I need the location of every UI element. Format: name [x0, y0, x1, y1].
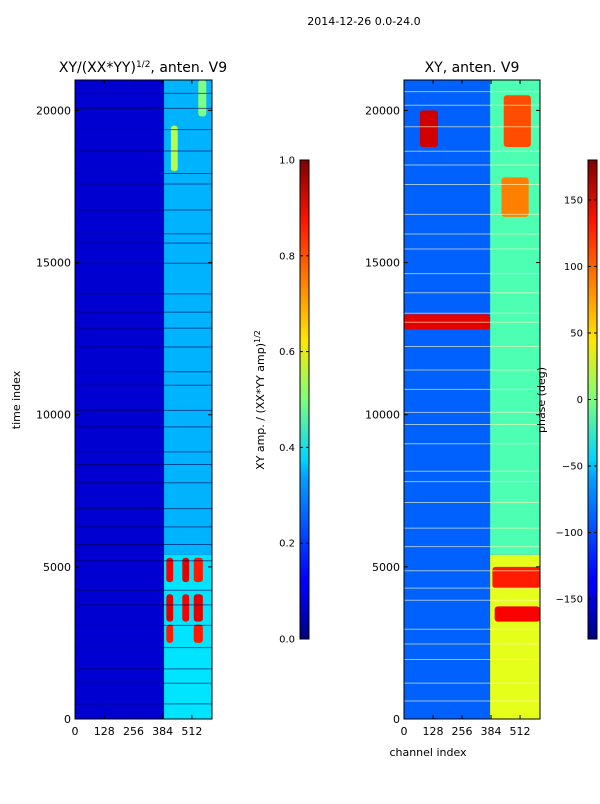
left-colorbar: 0.0 0.2 0.4 0.6 0.8 1.0 XY amp. / (XX*YY amp)… [253, 156, 310, 646]
left-title: XY/(XX*YY)1/2, anten. V9 [59, 60, 227, 76]
left-xtick-label: 128 [94, 725, 115, 738]
left-hotspot-9 [198, 80, 207, 117]
left-ytick-label: 20000 [36, 104, 71, 117]
right-xtick-label: 128 [423, 725, 444, 738]
left-hotspot-2 [193, 557, 203, 583]
left-colorbar-label: XY amp. / (XX*YY amp)1/2 [253, 330, 268, 470]
left-hotspot-8 [170, 125, 178, 172]
right-cb-tick-label: 100 [564, 262, 583, 273]
left-cb-tick-label: 1.0 [279, 156, 295, 167]
right-xlabel: channel index [389, 746, 467, 759]
right-xtick-label: 512 [510, 725, 531, 738]
left-hotspot-5 [193, 594, 203, 622]
left-panel: XY/(XX*YY)1/2, anten. V9 0 5000 10000 15000… [10, 60, 227, 738]
right-y-axis: 0 5000 10000 15000 20000 [365, 104, 540, 726]
right-heatmap-bands [404, 80, 540, 719]
left-hotspot-7 [193, 624, 203, 643]
figure-suptitle: 2014-12-26 0.0-24.0 [307, 15, 420, 28]
left-hotspot-1 [182, 557, 190, 583]
left-hotspot-6 [166, 624, 174, 643]
left-xtick-label: 256 [123, 725, 144, 738]
left-heatmap-bands [75, 80, 212, 719]
right-heatmap-row-lines [404, 91, 540, 702]
left-colorbar-ticks: 0.0 0.2 0.4 0.6 0.8 1.0 [279, 156, 309, 646]
left-colorbar-gradient [299, 159, 310, 640]
right-cb-tick-label: −50 [562, 462, 583, 473]
left-x-axis: 0 128 256 384 512 [72, 80, 202, 738]
right-hotspot-0 [419, 110, 438, 147]
right-hotspot-4 [503, 95, 531, 147]
right-cb-tick-label: 150 [564, 195, 583, 206]
right-band-0 [404, 80, 491, 719]
right-colorbar-ticks: −150 −100 −50 0 50 100 150 [556, 195, 597, 606]
left-plot-frame [74, 79, 213, 720]
left-band-0 [75, 80, 165, 719]
left-y-axis: 0 5000 10000 15000 20000 [36, 104, 212, 726]
right-hotspot-5 [501, 177, 529, 217]
left-xtick-label: 512 [181, 725, 202, 738]
right-x-axis: 0 128 256 384 512 [401, 80, 531, 738]
right-panel: XY, anten. V9 0 5000 10000 15000 20000 0 128 2… [365, 60, 541, 759]
right-cb-tick-label: 0 [577, 395, 583, 406]
left-xtick-label: 384 [152, 725, 173, 738]
right-hotspot-3 [494, 606, 540, 622]
left-hotspot-0 [166, 557, 174, 583]
left-hotspot-3 [166, 594, 174, 622]
right-xtick-label: 384 [481, 725, 502, 738]
right-cb-tick-label: 50 [570, 328, 583, 339]
left-ylabel: time index [10, 370, 23, 429]
left-ytick-label: 15000 [36, 257, 71, 270]
left-cb-tick-label: 0.4 [279, 443, 295, 454]
right-ytick-label: 5000 [372, 561, 400, 574]
right-ytick-label: 15000 [365, 257, 400, 270]
right-title: XY, anten. V9 [425, 60, 520, 76]
left-heatmap-hotspots [166, 80, 207, 643]
right-plot-frame [403, 79, 541, 720]
right-ytick-label: 10000 [365, 409, 400, 422]
left-cb-tick-label: 0.6 [279, 347, 295, 358]
right-cb-tick-label: −100 [556, 528, 583, 539]
right-xtick-label: 256 [452, 725, 473, 738]
right-hotspot-2 [492, 566, 540, 589]
left-ytick-label: 5000 [43, 561, 71, 574]
left-cb-tick-label: 0.0 [279, 635, 295, 646]
right-band-2 [490, 80, 540, 555]
right-ytick-label: 0 [393, 713, 400, 726]
right-xtick-label: 0 [401, 725, 408, 738]
right-cb-tick-label: −150 [556, 595, 583, 606]
right-colorbar-label: phase (deg) [535, 367, 548, 433]
right-colorbar: −150 −100 −50 0 50 100 150 phase (deg) [535, 159, 598, 640]
left-xtick-label: 0 [72, 725, 79, 738]
left-ytick-label: 10000 [36, 409, 71, 422]
right-ytick-label: 20000 [365, 104, 400, 117]
right-heatmap-hotspots [404, 95, 540, 622]
left-cb-tick-label: 0.8 [279, 251, 295, 262]
left-hotspot-4 [182, 594, 190, 622]
left-ytick-label: 0 [64, 713, 71, 726]
left-heatmap-row-lines [75, 92, 212, 705]
left-cb-tick-label: 0.2 [279, 539, 295, 550]
